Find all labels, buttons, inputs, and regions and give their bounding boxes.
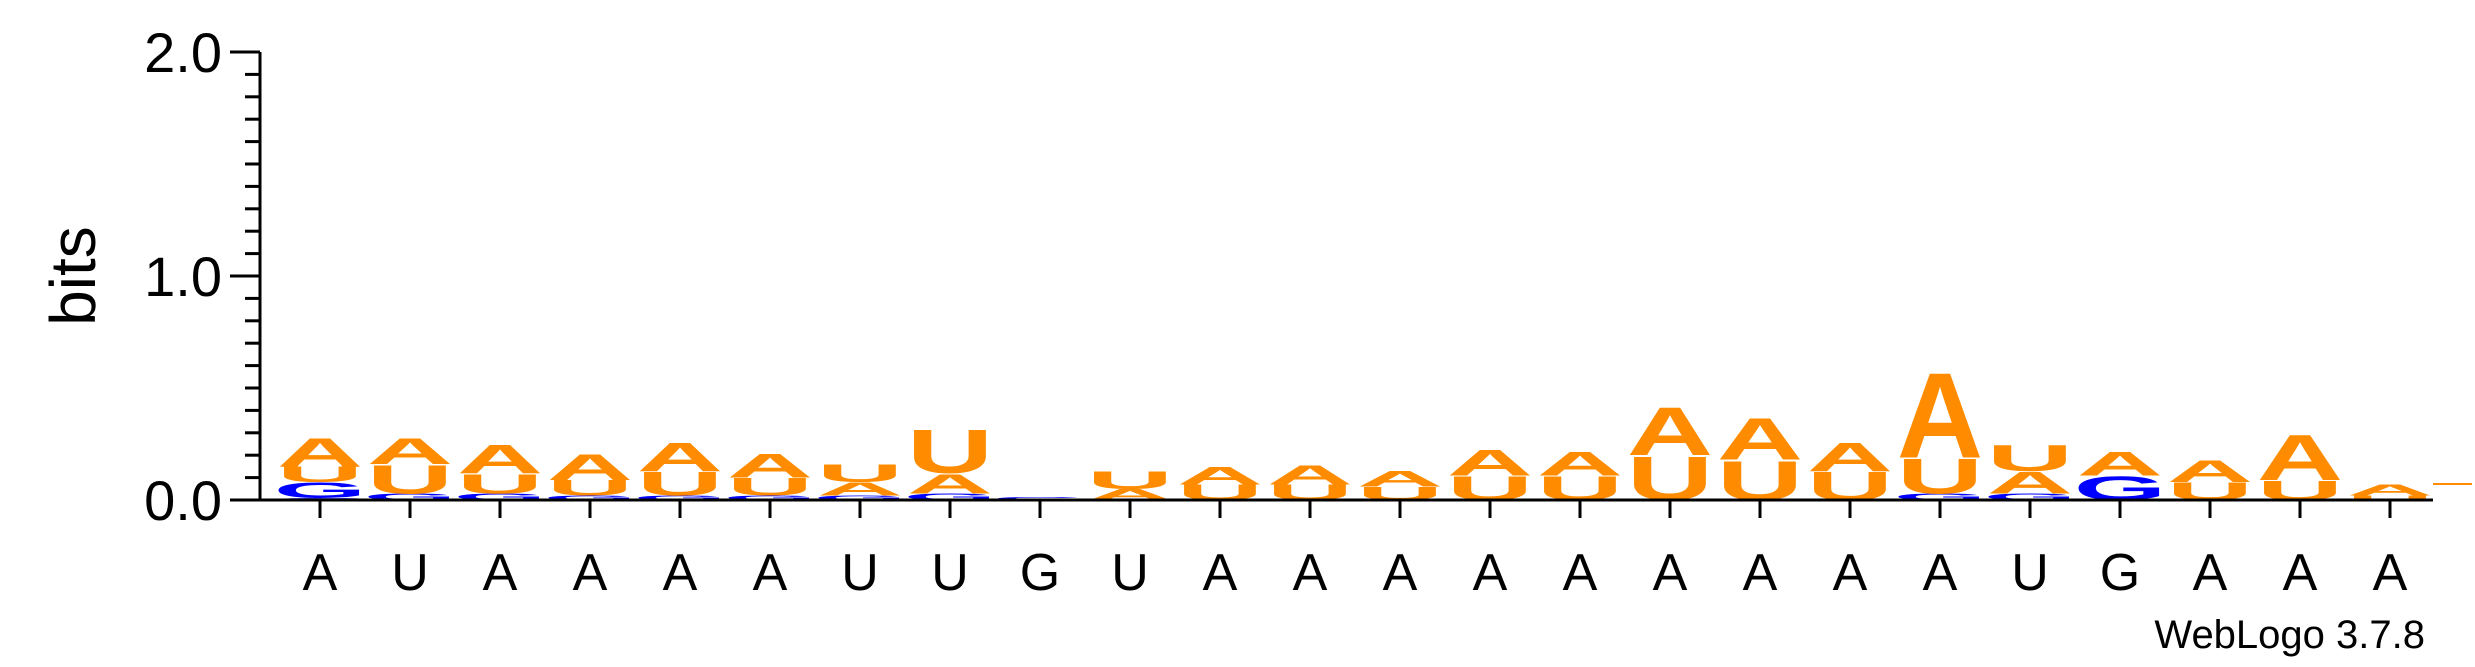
logo-letter-U: U xyxy=(367,457,453,502)
logo-letter-U: U xyxy=(1897,449,1983,504)
x-tick-label: A xyxy=(2283,544,2318,602)
logo-letter-A: A xyxy=(1537,444,1623,483)
logo-letter-A: A xyxy=(1447,442,1533,484)
logo-letter-A: A xyxy=(637,434,723,479)
logo-letter-G: G xyxy=(1894,492,1987,502)
logo-letter-A: A xyxy=(1807,434,1893,479)
logo-letter-A: A xyxy=(1357,467,1443,491)
logo-letter-G: G xyxy=(454,492,547,502)
y-tick-label: 1.0 xyxy=(144,245,222,308)
logo-letter-A: A xyxy=(727,446,813,485)
x-tick-label: U xyxy=(391,544,429,602)
x-tick-label: U xyxy=(2011,544,2049,602)
x-tick-label: A xyxy=(2193,544,2228,602)
logo-letter-U: U xyxy=(457,468,543,499)
logo-letter-A: A xyxy=(1717,406,1803,472)
logo-letter-A: A xyxy=(1267,459,1353,490)
logo-letter-A: A xyxy=(547,446,633,488)
logo-letter-A: A xyxy=(1177,462,1263,490)
logo-letter-G: G xyxy=(994,496,1087,501)
logo-letter-G: G xyxy=(1984,492,2077,502)
x-tick-label: A xyxy=(1743,544,1778,602)
logo-letter-U: U xyxy=(277,463,363,487)
logo-letter-A: A xyxy=(2167,454,2253,489)
logo-letter-G: G xyxy=(544,494,637,501)
x-tick-label: A xyxy=(303,544,338,602)
y-axis-label: bits xyxy=(37,226,109,326)
logo-letter-A: A xyxy=(367,430,453,472)
x-tick-label: A xyxy=(573,544,608,602)
y-axis-ticks: 0.0 1.0 2.0 xyxy=(144,21,260,532)
logo-letter-U: U xyxy=(907,418,993,487)
x-tick-label: A xyxy=(1473,544,1508,602)
x-tick-label: A xyxy=(1653,544,1688,602)
x-tick-label: A xyxy=(1563,544,1598,602)
x-tick-label: U xyxy=(931,544,969,602)
logo-letter-G: G xyxy=(814,494,907,501)
x-tick-label: A xyxy=(1293,544,1328,602)
logo-letter-U: U xyxy=(727,473,813,501)
logo-letter-A: A xyxy=(2077,444,2163,483)
x-tick-label: U xyxy=(841,544,879,602)
logo-letter-A: A xyxy=(907,468,993,499)
x-tick-label: A xyxy=(2373,544,2408,602)
logo-letter-U: U xyxy=(547,476,633,500)
x-tick-label: A xyxy=(663,544,698,602)
x-tick-label: A xyxy=(753,544,788,602)
logo-letter-G: G xyxy=(364,492,457,502)
logo-letter-U: U xyxy=(1987,437,2073,479)
logo-letter-A: A xyxy=(817,479,903,500)
y-tick-label: 2.0 xyxy=(144,21,222,84)
x-tick-label: A xyxy=(483,544,518,602)
y-tick-label: 0.0 xyxy=(144,469,222,532)
logo-letter-G: G xyxy=(634,494,727,501)
x-tick-label: G xyxy=(1020,544,1060,602)
x-tick-label: U xyxy=(1111,544,1149,602)
logo-letter-G: G xyxy=(904,492,997,502)
logo-letter-A: A xyxy=(2347,482,2433,499)
logo-letter-G: G xyxy=(724,494,817,501)
logo-letter-A: A xyxy=(1627,393,1713,470)
logo-letter-A: A xyxy=(277,430,363,475)
weblogo-credit: WebLogo 3.7.8 xyxy=(2154,613,2425,657)
logo-letter-U: U xyxy=(2347,494,2433,501)
logo-letter-U: U xyxy=(1087,467,1173,495)
logo-letter-A: A xyxy=(1897,348,1983,484)
logo-letter-A: A xyxy=(1987,465,2073,500)
logo-letter-U: U xyxy=(637,464,723,503)
x-tick-label: A xyxy=(1923,544,1958,602)
logo-letter-U: U xyxy=(817,460,903,488)
logo-letter-A: A xyxy=(2257,421,2343,494)
x-tick-label: A xyxy=(1383,544,1418,602)
logo-letter-A: A xyxy=(457,436,543,481)
x-tick-label: A xyxy=(1203,544,1238,602)
x-tick-label: A xyxy=(1833,544,1868,602)
x-tick-label: G xyxy=(2100,544,2140,602)
